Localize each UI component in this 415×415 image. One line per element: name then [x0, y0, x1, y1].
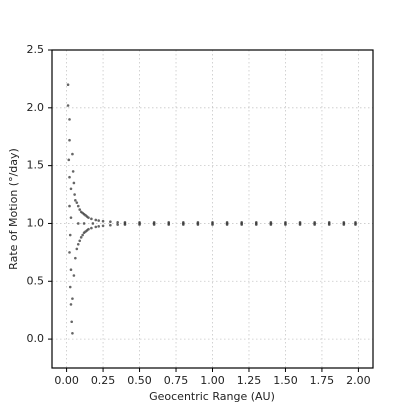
scatter-point — [109, 223, 112, 227]
scatter-point — [78, 208, 82, 211]
scatter-point — [87, 227, 90, 231]
scatter-point — [66, 83, 70, 86]
scatter-point — [68, 204, 71, 208]
scatter-point — [354, 220, 357, 224]
scatter-point — [69, 187, 73, 191]
scatter-point — [138, 220, 141, 224]
scatter-point — [167, 220, 171, 224]
scatter-point — [71, 170, 75, 173]
y-tick-label: 1.0 — [27, 216, 45, 229]
x-tick-label: 1.00 — [200, 374, 225, 387]
x-tick-label: 0.25 — [91, 374, 116, 387]
scatter-point — [116, 223, 119, 226]
scatter-point — [68, 138, 71, 142]
scatter-point — [82, 222, 86, 225]
scatter-point — [313, 220, 316, 224]
scatter-point — [68, 233, 72, 237]
scatter-point — [68, 251, 71, 254]
y-tick-label: 1.5 — [27, 159, 45, 172]
scatter-point — [69, 216, 73, 219]
scatter-point — [76, 204, 80, 208]
scatter-point — [90, 226, 93, 230]
scatter-point — [101, 219, 105, 223]
scatter-point — [75, 247, 79, 251]
scatter-point — [66, 104, 70, 107]
scatter-point — [240, 220, 243, 224]
scatter-point — [72, 274, 76, 277]
scatter-point — [97, 225, 100, 228]
scatter-point — [211, 220, 214, 224]
scatter-point — [75, 201, 79, 204]
scatter-point — [94, 218, 98, 222]
plot-frame — [51, 49, 374, 369]
scatter-point — [123, 220, 127, 224]
x-tick-label: 1.75 — [310, 374, 335, 387]
scatter-point — [90, 217, 93, 221]
scatter-point — [69, 268, 73, 272]
scatter-point — [68, 118, 71, 121]
scatter-point — [71, 152, 74, 156]
scatter-point — [182, 220, 185, 224]
scatter-point — [327, 220, 331, 224]
scatter-point — [254, 220, 258, 224]
y-tick-label: 0.0 — [27, 332, 45, 345]
scatter-point — [76, 222, 80, 225]
scatter-point — [74, 256, 77, 260]
scatter-point — [68, 175, 71, 179]
scatter-point — [116, 220, 119, 224]
x-tick-label: 0.75 — [164, 374, 189, 387]
scatter-point — [68, 285, 72, 289]
scatter-point — [74, 199, 77, 202]
scatter-point — [81, 233, 84, 237]
scatter-point — [78, 239, 82, 243]
scatter-point — [67, 158, 71, 162]
scatter-point — [72, 181, 76, 185]
x-tick-label: 0.00 — [54, 374, 79, 387]
scatter-point — [196, 220, 200, 224]
scatter-point — [69, 303, 73, 306]
y-tick-label: 0.5 — [27, 274, 45, 287]
x-tick-label: 1.25 — [237, 374, 262, 387]
scatter-point — [91, 222, 95, 225]
scatter-point — [97, 219, 100, 222]
scatter-point — [298, 220, 302, 224]
scatter-point — [152, 220, 156, 224]
scatter-point — [70, 320, 73, 324]
x-tick-label: 2.00 — [346, 374, 371, 387]
x-axis-label: Geocentric Range (AU) — [149, 390, 275, 403]
scatter-point — [79, 236, 83, 239]
scatter-point — [73, 193, 76, 196]
scatter-point — [101, 224, 105, 228]
scatter-point — [269, 220, 273, 224]
x-tick-label: 1.50 — [273, 374, 298, 387]
scatter-point — [342, 220, 346, 224]
y-axis-label: Rate of Motion (°/day) — [7, 148, 20, 270]
y-tick-label: 2.0 — [27, 101, 45, 114]
y-tick-label: 2.5 — [27, 43, 45, 56]
scatter-point — [225, 220, 229, 224]
scatter-point — [87, 216, 90, 219]
x-tick-label: 0.50 — [127, 374, 152, 387]
scatter-point — [76, 242, 80, 246]
scatter-point — [71, 332, 74, 335]
scatter-point — [109, 220, 112, 224]
scatter-point — [94, 225, 98, 229]
scatter-point — [284, 220, 287, 224]
scatter-point — [71, 297, 74, 300]
